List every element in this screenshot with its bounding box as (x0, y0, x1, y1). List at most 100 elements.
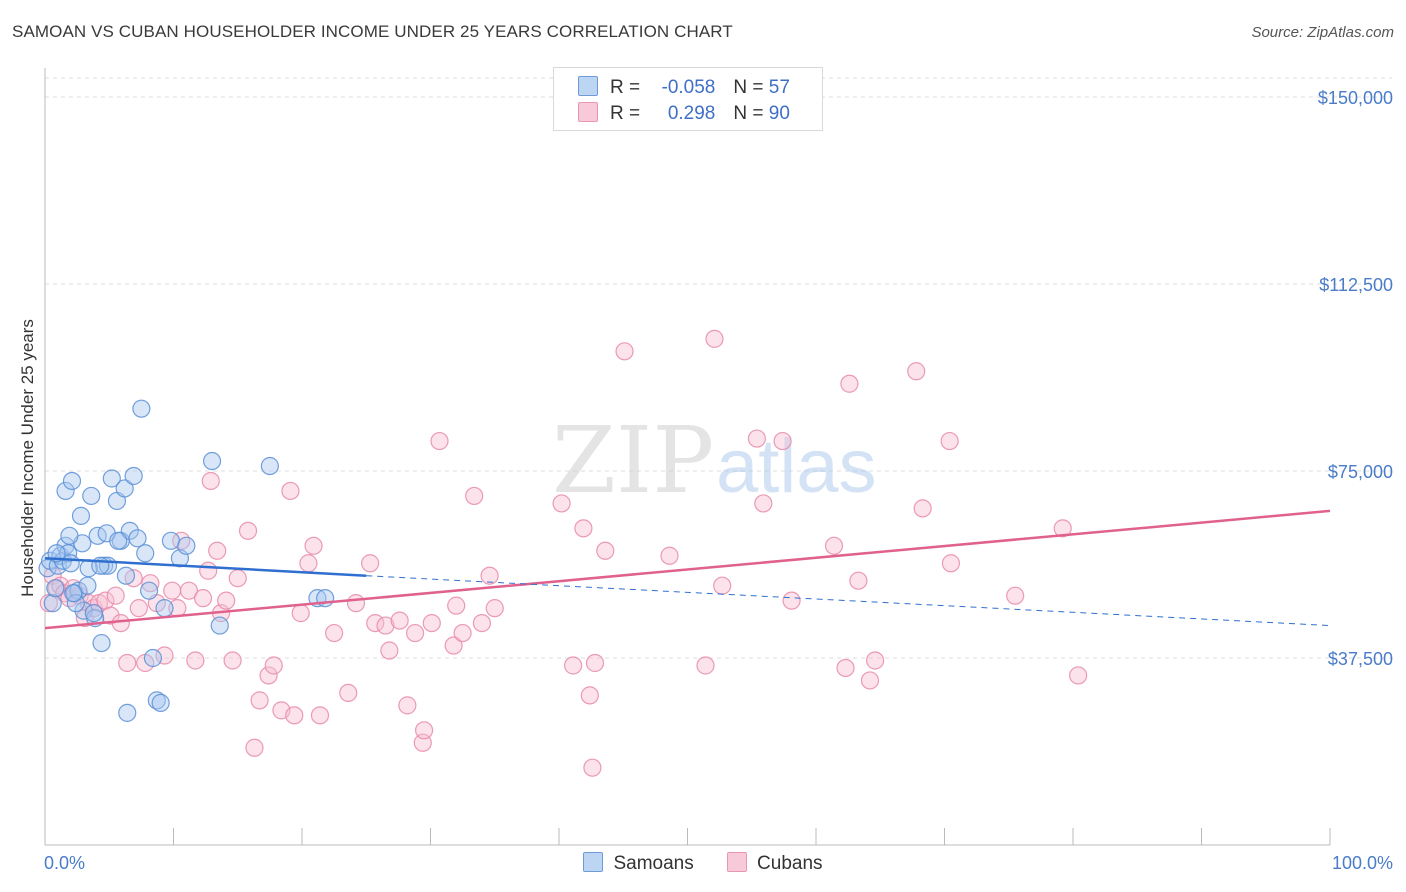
samoans-point (210, 616, 229, 635)
cubans-point (414, 721, 434, 740)
samoans-point (61, 554, 80, 573)
cubans-point (163, 581, 182, 600)
samoans-point (120, 521, 139, 540)
legend-r-value-cubans: 0.298 (667, 103, 716, 124)
samoans-swatch (578, 76, 598, 96)
cubans-point (465, 486, 484, 506)
cubans-point (398, 696, 417, 715)
series-legend: Samoans Cubans (0, 852, 1406, 875)
legend-item-samoans[interactable]: Samoans (583, 852, 694, 875)
cubans-point (193, 589, 213, 608)
cubans-point (304, 536, 323, 555)
legend-row-cubans: R = 0.298 N = 90 (578, 102, 790, 126)
legend-r-label: R = (610, 77, 646, 98)
chart-title: SAMOAN VS CUBAN HOUSEHOLDER INCOME UNDER… (12, 22, 733, 41)
y-tick-label: $150,000 (1318, 88, 1393, 108)
cubans-point (782, 591, 801, 610)
cubans-point (773, 431, 792, 451)
samoans-point (82, 486, 101, 506)
samoans-point (151, 693, 170, 712)
cubans-point (75, 609, 94, 628)
samoans-trend-extension (366, 575, 1331, 627)
cubans-point (1053, 519, 1072, 538)
cubans-point (552, 494, 571, 513)
samoans-point (43, 594, 62, 613)
samoans-trend-line (44, 557, 367, 577)
samoans-point (56, 481, 75, 501)
cubans-point (941, 554, 961, 573)
cubans-point (447, 596, 466, 615)
legend-r-value-samoans: -0.058 (661, 77, 716, 98)
cubans-point (299, 554, 318, 573)
cubans-point (339, 683, 358, 703)
samoans-point (64, 584, 83, 603)
legend-row-samoans: R = -0.058 N = 57 (578, 76, 790, 100)
samoans-point (60, 526, 79, 545)
legend-r-label: R = (610, 103, 646, 124)
cubans-point (564, 656, 583, 675)
cubans-point (380, 641, 399, 660)
cubans-point (238, 521, 258, 540)
samoans-point (109, 531, 128, 550)
legend-n-value-samoans: 57 (768, 77, 790, 98)
cubans-point (264, 656, 283, 675)
source-label: Source: ZipAtlas.com (1251, 24, 1394, 41)
samoans-point (136, 544, 155, 563)
cubans-point (250, 691, 269, 710)
cubans-point (228, 569, 247, 588)
samoans-point (124, 466, 143, 486)
cubans-point (660, 546, 679, 565)
samoans-point (84, 604, 103, 623)
cubans-point (849, 571, 868, 590)
samoans-point (260, 456, 279, 476)
watermark-atlas: atlas (716, 424, 877, 509)
cubans-swatch (727, 852, 748, 872)
cubans-point (754, 494, 773, 513)
cubans-point (208, 541, 227, 560)
cubans-point (840, 374, 859, 393)
cubans-point (39, 594, 58, 613)
cubans-point (472, 613, 491, 633)
cubans-point (281, 481, 300, 501)
cubans-point (259, 666, 278, 685)
cubans-point (111, 613, 130, 633)
samoans-point (102, 469, 121, 488)
legend-n-value-cubans: 90 (768, 103, 790, 124)
cubans-point (860, 671, 880, 690)
cubans-trend-line (44, 509, 1331, 630)
samoans-point (161, 531, 181, 550)
samoans-point (62, 471, 82, 491)
cubans-point (199, 561, 218, 580)
legend-label-samoans: Samoans (613, 853, 694, 874)
legend-item-cubans[interactable]: Cubans (727, 852, 823, 875)
cubans-point (713, 576, 732, 595)
samoans-point (71, 506, 91, 525)
samoans-point (155, 599, 174, 618)
grid-lines (45, 77, 1392, 659)
x-tick-label: 0.0% (44, 853, 85, 873)
cubans-point (129, 599, 148, 618)
cubans-point (291, 604, 310, 623)
cubans-point (155, 646, 174, 665)
axes (44, 68, 1331, 846)
cubans-point (186, 651, 205, 670)
cubans-point (696, 656, 715, 675)
legend-n-label: N = (733, 77, 769, 98)
y-tick-label: $75,000 (1328, 462, 1393, 482)
cubans-point (217, 591, 236, 610)
trend-lines (44, 509, 1331, 630)
samoans-point (128, 529, 147, 548)
cubans-point (453, 623, 472, 643)
x-tick-labels: 0.0% 100.0% (44, 853, 1393, 873)
y-tick-label: $112,500 (1319, 275, 1393, 295)
samoans-point (177, 536, 196, 555)
samoans-point (92, 633, 111, 653)
y-tick-labels: $37,500 $75,000 $112,500 $150,000 (1318, 88, 1393, 669)
samoans-point (132, 399, 151, 418)
legend-n-label: N = (733, 103, 769, 124)
cubans-point (422, 613, 441, 633)
cubans-point (361, 554, 380, 573)
cubans-point (325, 623, 344, 643)
cubans-point (346, 594, 366, 613)
